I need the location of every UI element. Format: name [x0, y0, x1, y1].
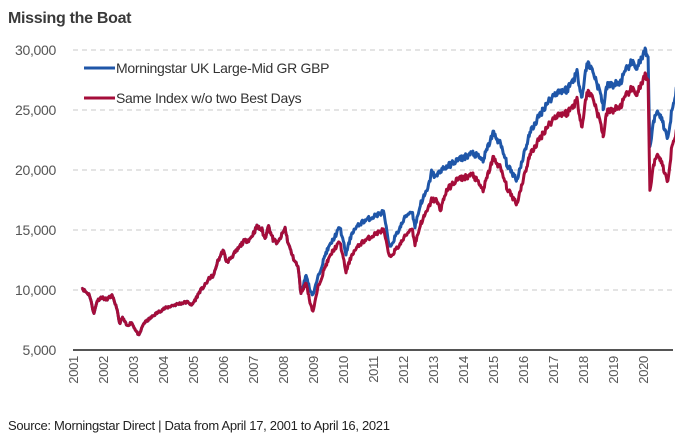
gridlines: [73, 49, 673, 291]
x-tick-label: 2015: [486, 356, 501, 384]
y-tick-label: 30,000: [15, 42, 57, 58]
x-tick-label: 2009: [306, 356, 321, 384]
x-tick-label: 2005: [186, 356, 201, 384]
x-tick-label: 2001: [66, 356, 81, 384]
legend: Morningstar UK Large-Mid GR GBP Same Ind…: [84, 60, 330, 106]
x-tick-label: 2019: [606, 356, 621, 384]
chart-title: Missing the Boat: [8, 10, 132, 27]
y-tick-label: 5,000: [22, 342, 56, 358]
x-tick-label: 2012: [396, 356, 411, 384]
y-axis-ticks: 5,000 10,000 15,000 20,000 25,000 30,000: [15, 42, 57, 358]
x-axis-ticks: 2001 2002 2003 2004 2005 2006 2007 2008 2009 2010…: [66, 356, 651, 384]
x-tick-label: 2003: [126, 356, 141, 384]
legend-item: Same Index w/o two Best Days: [84, 90, 302, 106]
y-tick-label: 25,000: [15, 102, 57, 118]
x-tick-label: 2017: [546, 356, 561, 384]
x-tick-label: 2014: [456, 356, 471, 384]
x-tick-label: 2007: [246, 356, 261, 384]
y-tick-label: 20,000: [15, 162, 57, 178]
x-tick-label: 2013: [426, 356, 441, 384]
legend-item: Morningstar UK Large-Mid GR GBP: [84, 60, 330, 76]
x-tick-label: 2020: [636, 356, 651, 384]
y-tick-label: 10,000: [15, 282, 57, 298]
x-tick-label: 2011: [366, 356, 381, 383]
y-tick-label: 15,000: [15, 222, 57, 238]
x-tick-label: 2008: [276, 356, 291, 384]
x-tick-label: 2018: [576, 356, 591, 384]
x-tick-label: 2004: [156, 356, 171, 384]
source-footnote: Source: Morningstar Direct | Data from A…: [8, 418, 390, 433]
x-tick-label: 2010: [336, 356, 351, 384]
series-lines: [80, 46, 675, 337]
series-line-without-best-days: [80, 71, 675, 337]
legend-label: Same Index w/o two Best Days: [116, 90, 302, 106]
x-tick-label: 2006: [216, 356, 231, 384]
x-tick-label: 2002: [96, 356, 111, 384]
legend-label: Morningstar UK Large-Mid GR GBP: [116, 60, 329, 76]
x-tick-label: 2016: [516, 356, 531, 384]
